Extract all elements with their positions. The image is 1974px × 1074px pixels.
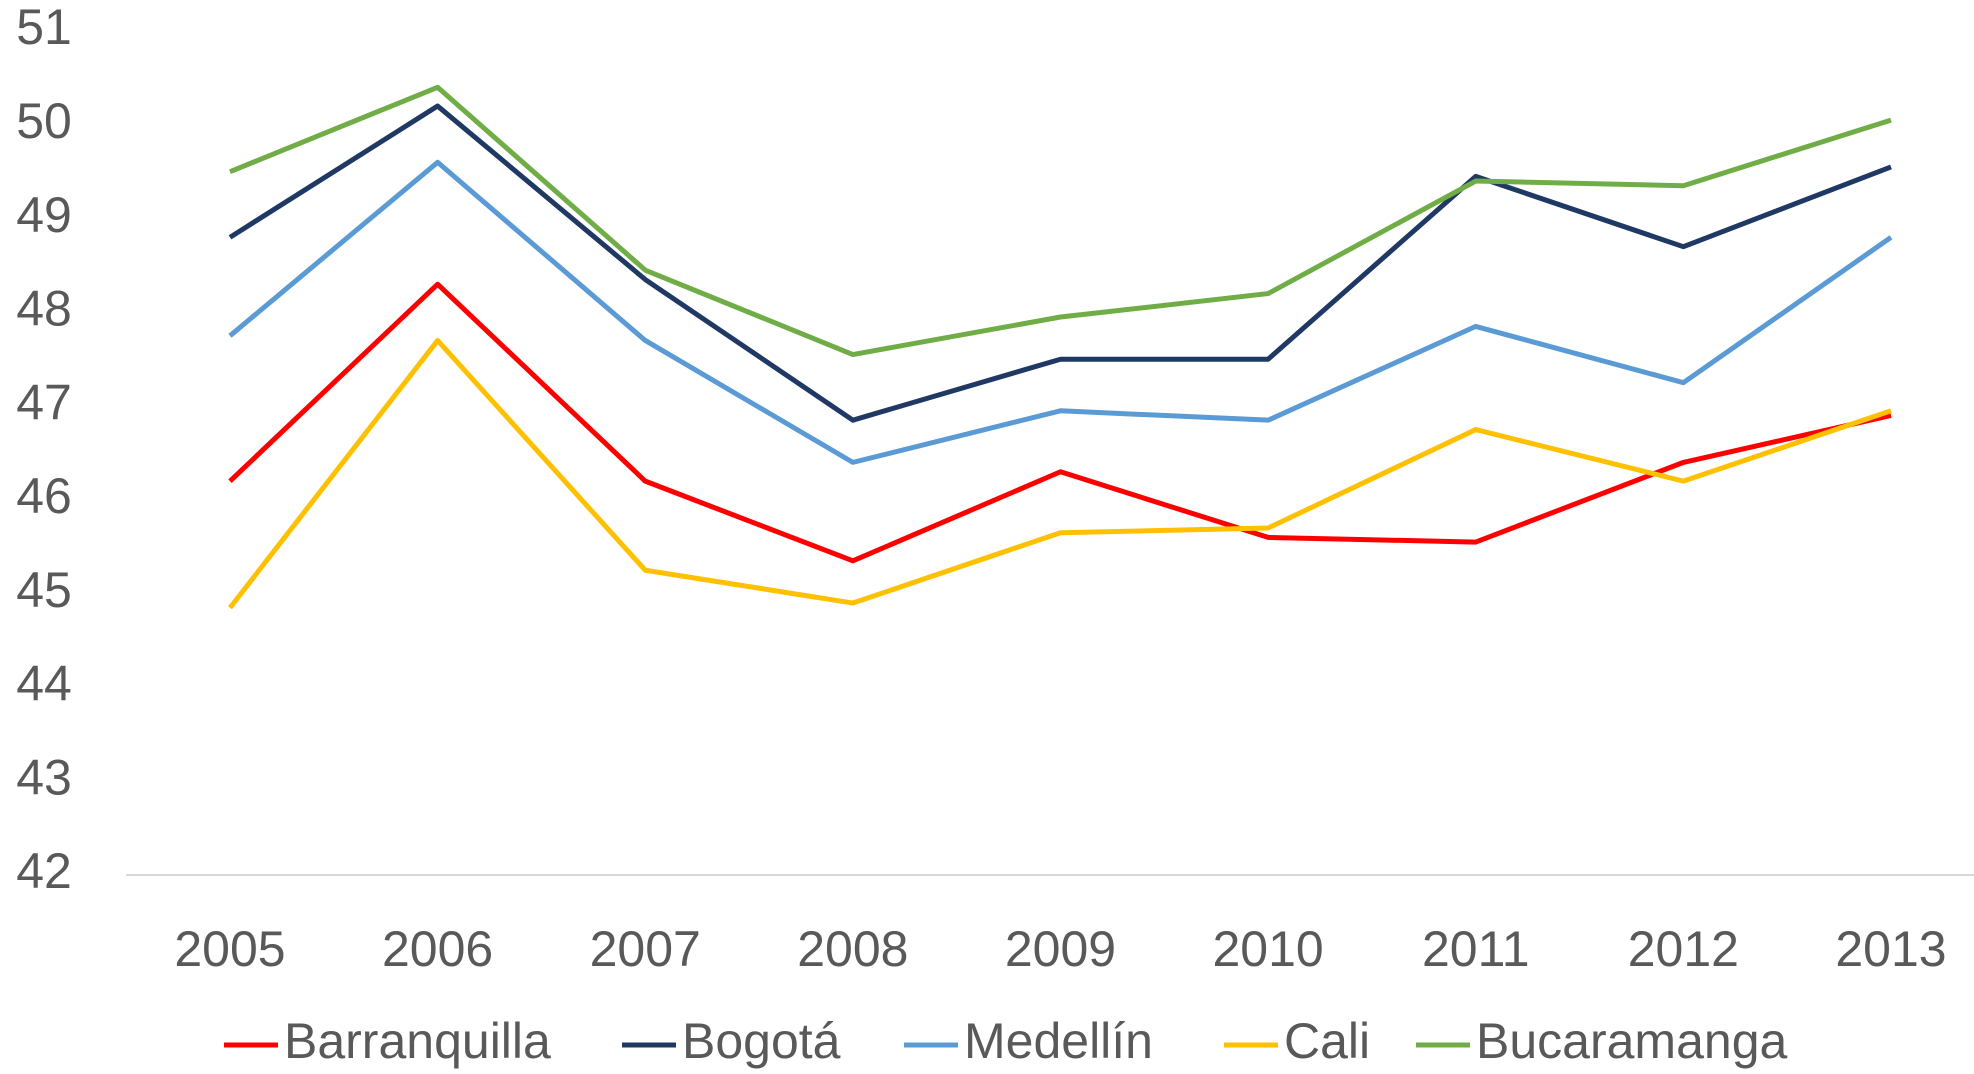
legend-label: Bucaramanga — [1476, 1013, 1787, 1069]
x-tick-label: 2006 — [382, 921, 493, 977]
y-tick-label: 49 — [16, 187, 72, 243]
x-tick-label: 2005 — [174, 921, 285, 977]
x-tick-label: 2010 — [1213, 921, 1324, 977]
y-tick-label: 44 — [16, 656, 72, 712]
y-tick-label: 42 — [16, 843, 72, 899]
legend-label: Cali — [1284, 1013, 1370, 1069]
series-line — [228, 159, 1893, 465]
x-tick-label: 2013 — [1835, 921, 1946, 977]
legend-label: Medellín — [964, 1013, 1153, 1069]
y-tick-label: 45 — [16, 562, 72, 618]
series-line — [229, 84, 1892, 358]
x-tick-label: 2007 — [590, 921, 701, 977]
x-tick-label: 2011 — [1422, 921, 1530, 977]
legend-label: Bogotá — [682, 1013, 841, 1069]
x-tick-label: 2008 — [797, 921, 908, 977]
y-tick-label: 43 — [16, 749, 72, 805]
x-tick-label: 2009 — [1005, 921, 1116, 977]
y-tick-label: 51 — [16, 0, 72, 55]
y-tick-label: 48 — [16, 281, 72, 337]
series-line — [228, 337, 1892, 610]
y-tick-label: 46 — [16, 468, 72, 524]
y-tick-label: 47 — [16, 374, 72, 430]
x-tick-label: 2012 — [1628, 921, 1739, 977]
series-line — [228, 103, 1892, 423]
y-tick-label: 50 — [16, 93, 72, 149]
legend-label: Barranquilla — [284, 1013, 551, 1069]
series-line — [228, 281, 1892, 564]
